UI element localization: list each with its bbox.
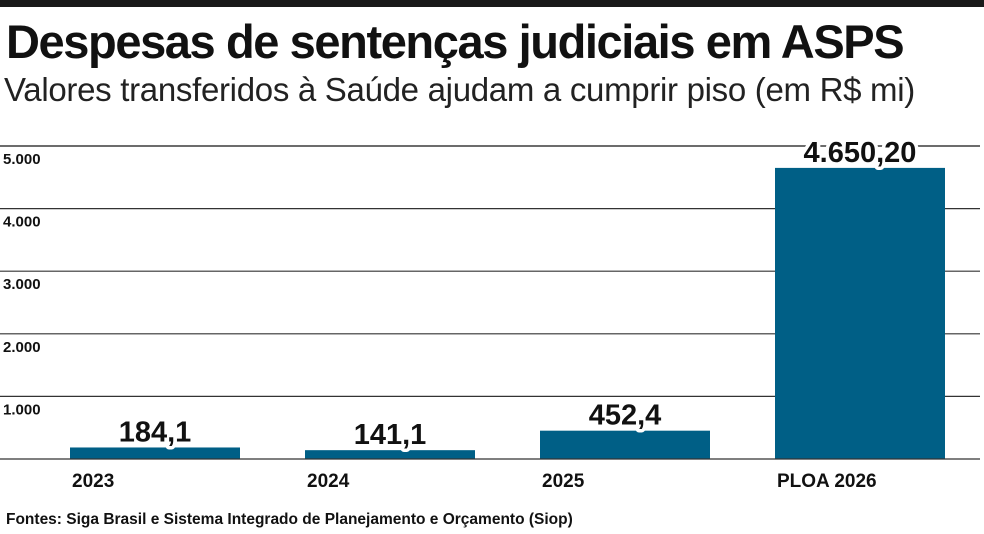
bar <box>775 167 945 460</box>
top-rule <box>0 0 984 7</box>
bar-value-label-halo: 4.650,20 <box>804 137 917 169</box>
bar-value-label: 184,1 <box>119 416 192 448</box>
chart-title: Despesas de sentenças judiciais em ASPS <box>6 15 905 68</box>
x-category-label: 2025 <box>542 471 585 492</box>
chart-subtitle: Valores transferidos à Saúde ajudam a cu… <box>4 71 915 108</box>
bar <box>540 430 710 459</box>
x-category-label: 2024 <box>307 471 350 492</box>
y-tick-label: 4.000 <box>3 214 41 231</box>
y-tick-label: 3.000 <box>3 276 41 293</box>
y-tick-label: 5.000 <box>3 151 41 168</box>
bar <box>70 447 240 459</box>
x-category-label: 2023 <box>72 471 114 492</box>
x-category-label: PLOA 2026 <box>777 471 877 492</box>
bar-value-label-halo: 452,4 <box>589 400 662 432</box>
bar <box>305 450 475 459</box>
bar-value-label: 452,4 <box>589 400 662 432</box>
y-tick-label: 1.000 <box>3 401 41 418</box>
source-note: Fontes: Siga Brasil e Sistema Integrado … <box>6 511 573 528</box>
y-tick-label: 2.000 <box>3 339 41 356</box>
bar-value-label-halo: 141,1 <box>354 419 427 451</box>
bar-value-label-halo: 184,1 <box>119 416 192 448</box>
bar-value-label: 4.650,20 <box>804 137 917 169</box>
bar-value-label: 141,1 <box>354 419 427 451</box>
bar-chart: 1.0002.0003.0004.0005.000184,1184,120231… <box>0 136 980 492</box>
